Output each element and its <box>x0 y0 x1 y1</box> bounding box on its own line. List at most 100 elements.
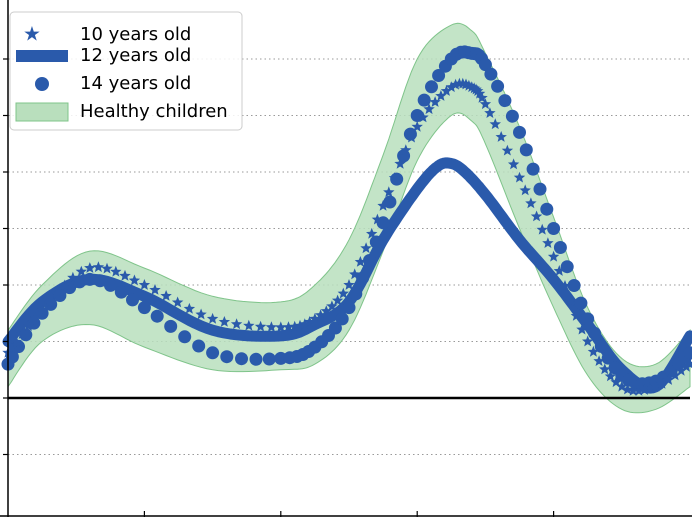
series-10yo-point <box>10 335 22 347</box>
series-10yo-point <box>289 320 301 332</box>
series-10yo-point <box>243 319 255 331</box>
series-10yo-point <box>525 197 537 209</box>
series-10yo-point <box>5 342 18 353</box>
series-14yo-point <box>93 274 107 288</box>
series-10yo-point <box>309 312 321 324</box>
series-14yo-point <box>505 109 519 123</box>
series-14yo-point <box>540 202 554 216</box>
series-10yo-point <box>371 213 384 225</box>
series-10yo-point <box>633 384 645 396</box>
series-14yo-point <box>417 93 431 107</box>
series-14yo-point <box>601 351 615 365</box>
series-10yo-point <box>282 321 295 333</box>
legend-label-14yo: 14 years old <box>80 73 191 94</box>
legend-item-12yo: 12 years old <box>16 45 191 66</box>
series-14yo-point <box>83 272 97 286</box>
series-14yo-point <box>363 254 376 267</box>
legend-label-12yo: 12 years old <box>80 45 191 66</box>
legend-item-10yo: ★ 10 years old <box>23 22 191 46</box>
series-10yo-point <box>616 380 628 392</box>
series-10yo-point <box>183 302 196 314</box>
series-14yo-point <box>220 350 234 364</box>
series-10yo-point <box>36 304 48 316</box>
series-10yo-point <box>67 271 79 283</box>
series-14yo-point <box>588 326 601 340</box>
series-10yo-point <box>576 323 588 335</box>
series-14yo-point <box>349 287 363 301</box>
series-10yo-point <box>101 262 113 274</box>
series-14yo-point <box>150 309 164 323</box>
series-14yo-point <box>126 293 139 307</box>
legend-box <box>9 11 243 131</box>
series-10yo-point <box>275 321 287 333</box>
series-10yo-point <box>610 376 622 388</box>
series-14yo-point <box>192 339 206 353</box>
series-14yo-point <box>581 312 595 326</box>
series-14yo-point <box>484 67 498 81</box>
series-14yo-point <box>553 241 567 254</box>
series-10yo-point <box>128 274 141 286</box>
series-10yo-point <box>423 103 435 115</box>
series-10yo-point <box>627 384 639 396</box>
series-10yo-point <box>254 320 267 332</box>
series-14yo-point <box>683 346 692 360</box>
series-10yo-point <box>489 118 501 130</box>
series-10yo-point <box>656 378 668 389</box>
series-10yo-point <box>343 279 355 290</box>
series-10yo-point <box>119 269 131 281</box>
series-10yo-point <box>582 335 594 347</box>
series-10yo-point <box>206 312 219 324</box>
series-14yo-point <box>104 278 117 292</box>
series-10yo-point <box>417 111 429 123</box>
series-14yo-point <box>567 279 581 292</box>
series-10yo-point <box>650 380 662 392</box>
series-10yo-point <box>680 360 692 372</box>
series-10yo-point <box>547 250 560 262</box>
series-10yo-point <box>377 199 389 211</box>
series-14yo-point <box>594 339 608 353</box>
legend-label-10yo: 10 years old <box>80 24 191 45</box>
series-14yo-point <box>235 352 248 366</box>
series-10yo-point <box>230 318 243 330</box>
series-10yo-point <box>92 261 105 273</box>
series-10yo-point <box>440 85 453 96</box>
series-10yo-point <box>218 316 231 327</box>
series-14yo-point <box>206 346 220 360</box>
series-10yo-point <box>519 184 531 196</box>
series-10yo-point <box>507 158 520 170</box>
series-10yo-point <box>501 144 514 156</box>
legend-thick-line-icon <box>16 50 68 62</box>
series-10yo-point <box>149 284 161 295</box>
legend: ★ 10 years old 12 years old 14 years old… <box>9 11 243 131</box>
series-10yo-point <box>349 268 361 280</box>
series-10yo-point <box>411 120 423 132</box>
series-10yo-point <box>542 237 554 248</box>
series-10yo-point <box>479 98 492 110</box>
series-14yo-point <box>425 80 438 94</box>
series-10yo-point <box>495 131 507 142</box>
series-10yo-point <box>303 316 316 327</box>
series-10yo-point <box>337 287 349 299</box>
series-10yo-point <box>320 305 332 316</box>
series-10yo-point <box>16 328 28 340</box>
series-14yo-point <box>178 330 192 344</box>
series-10yo-point <box>593 355 605 366</box>
series-14yo-point <box>560 260 574 274</box>
series-10yo-point <box>484 107 496 118</box>
series-10yo-point <box>171 296 184 308</box>
series-10yo-point <box>405 131 418 143</box>
series-14yo-point <box>478 58 492 72</box>
series-14yo-point <box>498 94 512 108</box>
series-10yo-point <box>59 279 71 291</box>
series-10yo-point <box>449 78 462 90</box>
series-10yo-point <box>669 369 681 381</box>
series-14yo-point <box>533 182 547 196</box>
series-10yo-point <box>294 319 306 331</box>
series-10yo-point <box>383 186 395 198</box>
series-10yo-point <box>195 308 207 320</box>
series-10yo-point <box>553 265 565 276</box>
series-10yo-point <box>429 96 441 107</box>
series-10yo-point <box>354 256 367 267</box>
